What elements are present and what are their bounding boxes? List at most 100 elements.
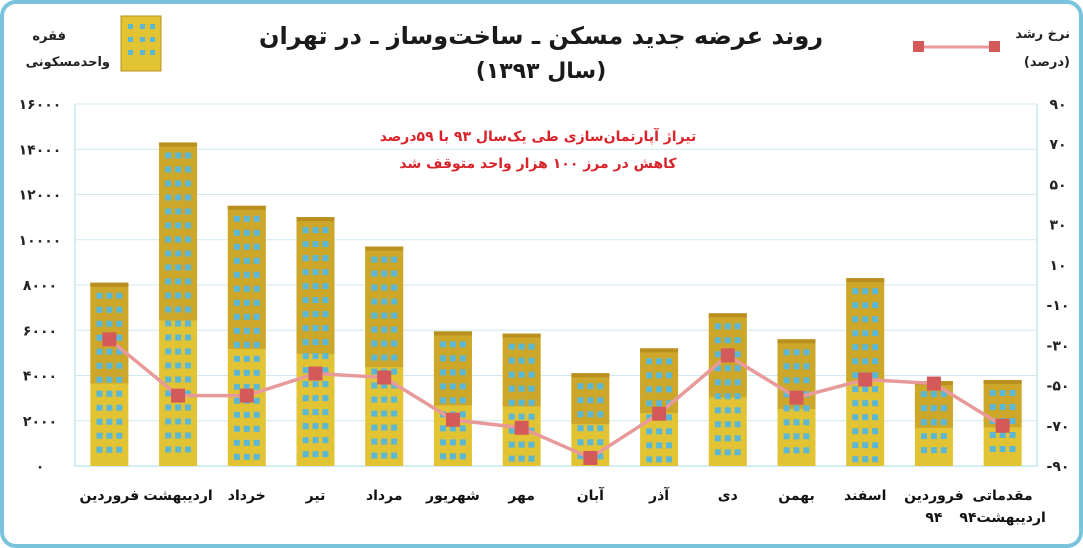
bar-window <box>587 439 594 446</box>
x-tick: مرداد <box>366 488 403 504</box>
bar-window <box>862 344 869 351</box>
bar-window <box>371 312 378 319</box>
bar-window <box>175 264 182 271</box>
bar-window <box>646 372 653 379</box>
bar-window <box>449 397 456 404</box>
bar-window <box>528 357 535 364</box>
bar-window <box>96 292 103 299</box>
bar-window <box>391 326 398 333</box>
y-right-tick: -۱۰ <box>1047 298 1070 314</box>
bar-window <box>96 334 103 341</box>
x-tick: آذر <box>648 486 670 504</box>
bar-window <box>312 437 319 444</box>
bar-window <box>862 288 869 295</box>
bar-window <box>96 404 103 411</box>
bar-window <box>714 379 721 386</box>
bar-window <box>391 438 398 445</box>
bar-window <box>803 349 810 356</box>
bar-window <box>253 327 260 334</box>
bar-window <box>862 400 869 407</box>
bar-window <box>999 446 1006 453</box>
bar-window <box>243 411 250 418</box>
bar-window <box>233 383 240 390</box>
bar-window <box>597 453 604 460</box>
bar-window <box>253 313 260 320</box>
bar-window <box>302 451 309 458</box>
bar-window <box>381 298 388 305</box>
bar-window <box>656 400 663 407</box>
x-tick: فروردین <box>80 488 140 504</box>
bar <box>296 217 335 466</box>
bar-window <box>852 316 859 323</box>
bar-cap <box>846 278 885 283</box>
bar-cap <box>90 282 129 287</box>
bar-window <box>872 400 879 407</box>
bar-window <box>872 330 879 337</box>
bar-window <box>322 255 329 262</box>
bar-window <box>106 376 113 383</box>
bar-window <box>381 354 388 361</box>
bar-window <box>783 419 790 426</box>
bar-window <box>459 453 466 460</box>
bar-window <box>184 292 191 299</box>
bar-window <box>116 446 123 453</box>
bar-window <box>1009 404 1016 411</box>
bar-window <box>106 306 113 313</box>
right-unit-line1: نرخ رشد <box>1015 27 1070 42</box>
bar-window <box>518 357 525 364</box>
bar-window <box>322 297 329 304</box>
bar-window <box>253 383 260 390</box>
bar-window <box>175 250 182 257</box>
bar-window <box>449 425 456 432</box>
bar-window <box>165 250 172 257</box>
growth-marker <box>789 390 804 405</box>
bar-window <box>518 455 525 462</box>
bar-window <box>175 152 182 159</box>
bar-window <box>322 311 329 318</box>
left-legend: فقره واحدمسکونی <box>26 15 162 72</box>
bar-window <box>449 453 456 460</box>
bar-window <box>165 418 172 425</box>
bar-window <box>322 227 329 234</box>
bar-window <box>793 447 800 454</box>
bar-window <box>803 419 810 426</box>
bar-window <box>233 397 240 404</box>
bar-window <box>184 362 191 369</box>
bar-window <box>528 343 535 350</box>
bar-window <box>184 404 191 411</box>
bar-window <box>803 405 810 412</box>
bar-window <box>518 371 525 378</box>
bar-window <box>872 344 879 351</box>
bar-window <box>459 383 466 390</box>
bar-window <box>233 243 240 250</box>
bar-window <box>921 447 928 454</box>
bar-window <box>116 404 123 411</box>
bar-window <box>233 257 240 264</box>
bar-window <box>862 428 869 435</box>
bar-window <box>302 409 309 416</box>
bar-window <box>862 358 869 365</box>
bar-window <box>577 383 584 390</box>
bar-window <box>783 349 790 356</box>
bar-window <box>930 433 937 440</box>
bar-window <box>577 439 584 446</box>
bar-window <box>734 365 741 372</box>
bar-window <box>106 446 113 453</box>
bar-window <box>862 442 869 449</box>
bar-window <box>597 411 604 418</box>
x-tick: مقدماتی اردیبهشت۹۴ <box>959 488 1045 526</box>
bar-window <box>724 365 731 372</box>
bar-window <box>175 278 182 285</box>
bar-window <box>872 414 879 421</box>
bar-window <box>233 313 240 320</box>
bar-window <box>724 449 731 456</box>
bar-window <box>930 405 937 412</box>
bar-window <box>646 400 653 407</box>
bar-window <box>312 325 319 332</box>
bar-window <box>734 407 741 414</box>
bar-window <box>459 439 466 446</box>
y-right-tick: ۷۰ <box>1049 137 1066 153</box>
bar-window <box>302 437 309 444</box>
bar-window <box>724 337 731 344</box>
bar-window <box>233 439 240 446</box>
